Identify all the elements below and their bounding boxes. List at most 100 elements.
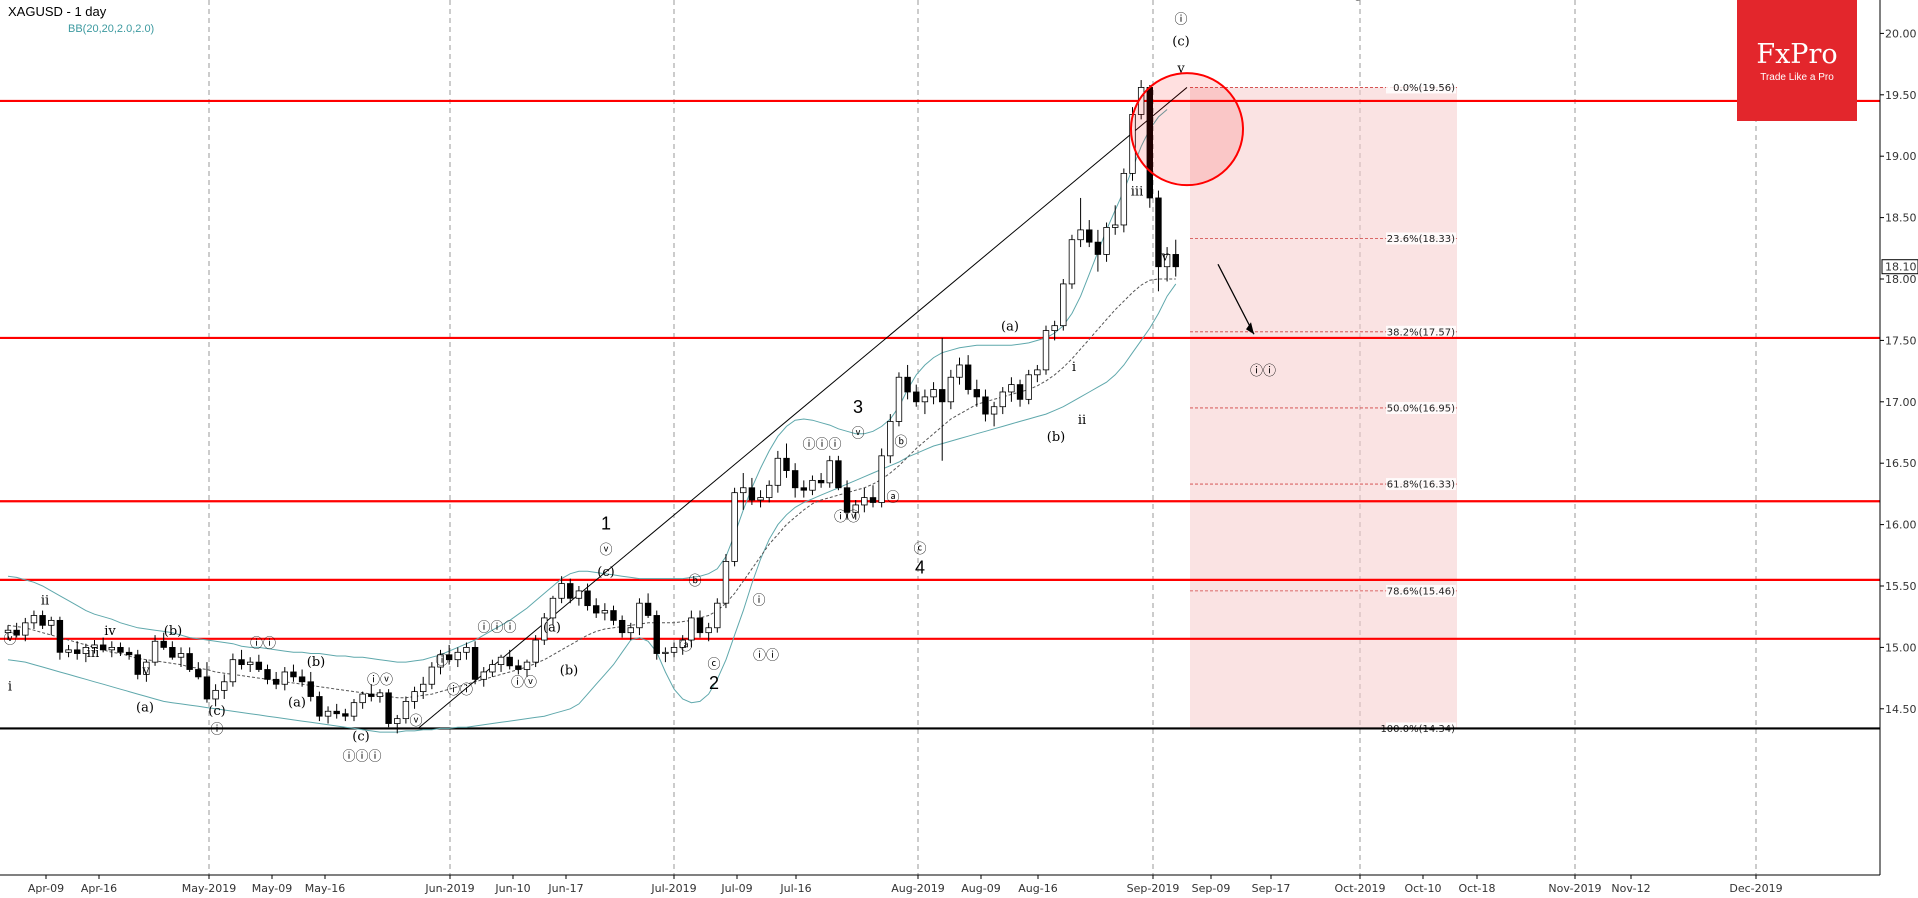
- candle-body: [731, 492, 738, 562]
- wave-label: (a): [1001, 320, 1019, 335]
- candle-body: [610, 610, 617, 621]
- candle-body: [601, 610, 609, 614]
- fib-label-bg: [1386, 401, 1456, 414]
- candle-body: [636, 602, 643, 629]
- candle-body: [575, 590, 583, 599]
- x-tick-label: Jun-10: [494, 882, 530, 895]
- candle-body: [774, 457, 782, 486]
- indicator-label: BB(20,20,2.0,2.0): [68, 23, 154, 35]
- wave-label: 2: [709, 673, 719, 693]
- x-tick-label: Sep-2019: [1127, 882, 1180, 895]
- candle-body: [593, 605, 600, 614]
- candle-body: [1172, 254, 1179, 268]
- wave-label: ⓐ: [886, 490, 899, 505]
- candle-body: [558, 583, 565, 599]
- wave-label: ⓘ: [752, 593, 765, 608]
- x-tick-label: May-09: [252, 882, 293, 895]
- x-tick-label: Apr-09: [28, 882, 64, 895]
- candle-body: [913, 391, 920, 403]
- wave-label: (b): [307, 655, 325, 670]
- candle-body: [843, 487, 851, 513]
- wave-label: (c): [352, 730, 369, 745]
- x-tick-label: Oct-18: [1459, 882, 1496, 895]
- wave-label: v: [1176, 62, 1185, 77]
- y-tick-label: 17.00: [1885, 396, 1917, 409]
- wave-label: iv: [1157, 250, 1169, 265]
- x-tick-label: Jul-16: [779, 882, 811, 895]
- candle-body: [1042, 330, 1050, 371]
- wave-label: ⓘ: [210, 722, 223, 737]
- fib-label-bg: [1386, 81, 1456, 94]
- bollinger-upper: [7, 109, 1168, 663]
- candle-body: [757, 497, 764, 501]
- x-tick-label: Dec-2019: [1729, 882, 1782, 895]
- candle-body: [999, 391, 1006, 408]
- wave-label: ⓥ: [599, 543, 612, 558]
- y-tick-label: 19.00: [1885, 150, 1917, 163]
- brand-logo: FxPro Trade Like a Pro: [1737, 0, 1857, 121]
- candle-body: [48, 619, 55, 626]
- candle-body: [921, 396, 929, 403]
- wave-label: 5: [1353, 0, 1363, 4]
- candle-body: [982, 396, 989, 415]
- y-tick-label: 14.50: [1885, 703, 1917, 716]
- candle-body: [281, 671, 288, 685]
- wave-labels: ⓥiiiiviiiv(b)(a)ⓘⓘ(c)ⓘ(b)(a)(c)ⓘⓘⓘⓘⓥⓥⓘⓘⓘ…: [3, 0, 1363, 764]
- candle-body: [402, 701, 410, 720]
- fib-label-bg: [1386, 325, 1456, 338]
- projection-arrow-line: [1217, 263, 1255, 335]
- fib-label-bg: [1386, 232, 1456, 245]
- brand-tagline: Trade Like a Pro: [1760, 72, 1834, 83]
- candle-body: [1008, 384, 1015, 393]
- wave-label: ii: [41, 593, 49, 608]
- candle-body: [82, 647, 90, 654]
- candle-body: [1034, 369, 1041, 376]
- candle-body: [644, 602, 652, 616]
- price-axis: 14.50 15.00 15.50 16.00 16.50 17.00 17.50 18.00…: [1879, 0, 1918, 875]
- y-tick-label: 18.50: [1885, 212, 1917, 225]
- candle-body: [376, 692, 384, 697]
- candle-body: [177, 653, 185, 658]
- candle-body: [964, 364, 972, 390]
- wave-label: ⓥ: [851, 426, 864, 441]
- candle-body: [1060, 283, 1067, 327]
- candle-body: [662, 651, 669, 654]
- fibonacci-zone: 0.0%(19.56) 23.6%(18.33) 38.2%(17.57) 50.0%…: [1190, 81, 1457, 735]
- candle-body: [1155, 197, 1162, 268]
- candle-body: [973, 389, 980, 398]
- trend-line: [417, 87, 1188, 729]
- y-tick-label: 16.00: [1885, 519, 1917, 532]
- wave-label: ⓘⓥ: [367, 673, 393, 688]
- wave-label: ⓒ: [707, 657, 720, 672]
- candle-body: [523, 661, 531, 670]
- wave-label: ii: [1078, 413, 1086, 428]
- x-tick-label: Jun-17: [547, 882, 583, 895]
- candle-body: [679, 639, 686, 648]
- candle-body: [186, 653, 193, 670]
- wave-label: (b): [164, 624, 182, 639]
- candle-body: [333, 710, 340, 715]
- x-tick-label: Apr-16: [81, 882, 117, 895]
- chart-title: XAGUSD - 1 day: [8, 4, 107, 19]
- candlesticks: [4, 80, 1179, 734]
- candle-body: [722, 561, 730, 604]
- y-tick-label: 15.00: [1885, 641, 1917, 654]
- y-tick-label: 16.50: [1885, 457, 1917, 470]
- candle-body: [454, 651, 461, 661]
- wave-label: (c): [1172, 35, 1189, 50]
- wave-label: ⓥ: [3, 633, 16, 648]
- horizontal-levels: [0, 99, 1880, 730]
- candle-body: [861, 497, 868, 506]
- x-tick-label: Nov-12: [1611, 882, 1650, 895]
- annotations: [1130, 72, 1255, 335]
- candle-body: [419, 683, 427, 693]
- candle-body: [385, 692, 392, 724]
- candle-body: [30, 615, 38, 624]
- candle-body: [1068, 239, 1076, 285]
- candle-body: [471, 647, 479, 680]
- candle-body: [255, 661, 263, 670]
- candle-body: [134, 654, 141, 675]
- wave-label: (b): [1047, 430, 1065, 445]
- x-tick-label: May-16: [305, 882, 346, 895]
- wave-label: 4: [915, 558, 925, 578]
